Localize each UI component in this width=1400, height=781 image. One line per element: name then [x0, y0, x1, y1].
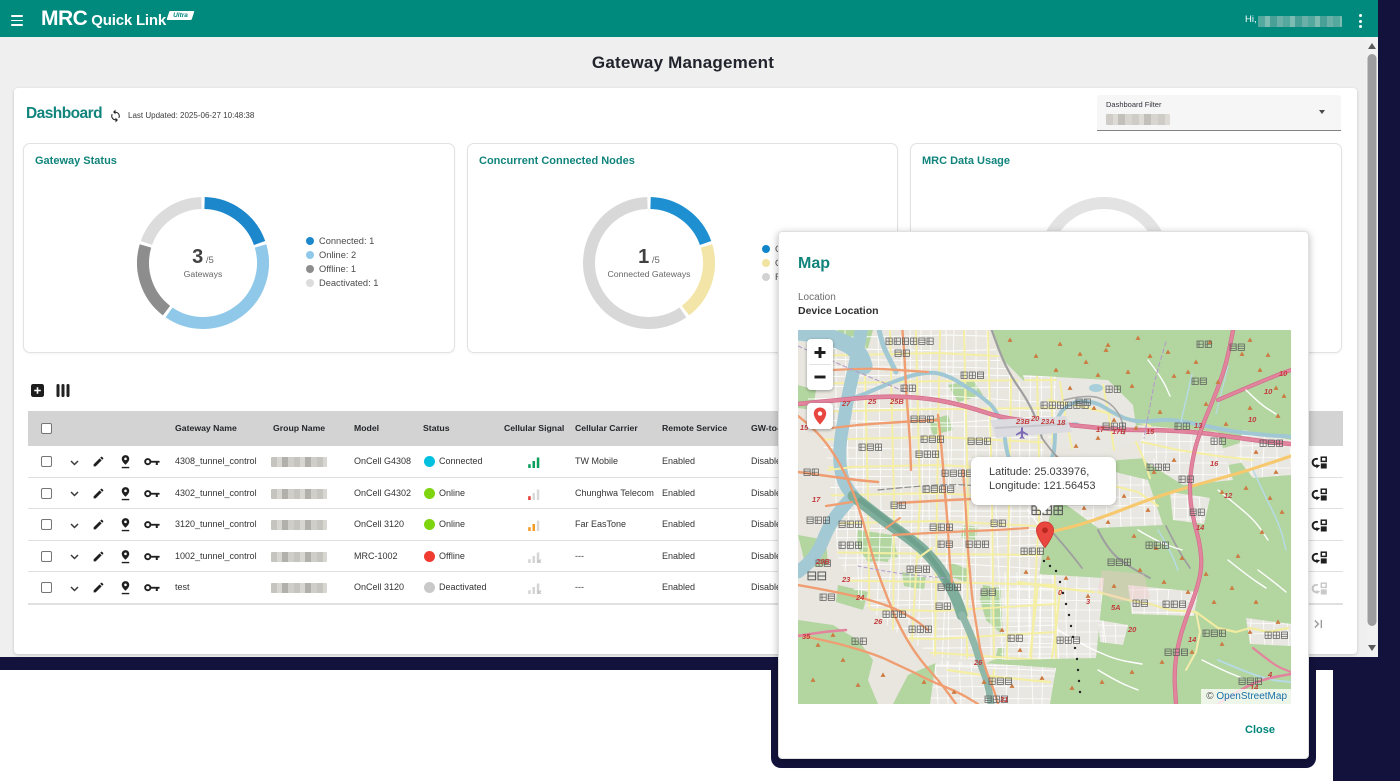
- svg-text:16: 16: [1210, 459, 1219, 468]
- svg-text:26: 26: [973, 658, 983, 667]
- svg-text:12: 12: [1224, 491, 1233, 500]
- svg-text:5A: 5A: [1111, 603, 1121, 612]
- svg-text:3: 3: [1086, 597, 1091, 606]
- svg-text:0: 0: [1058, 588, 1063, 597]
- svg-text:23B: 23B: [1015, 417, 1030, 426]
- svg-text:23A: 23A: [1040, 417, 1055, 426]
- svg-text:10: 10: [1264, 387, 1273, 396]
- svg-text:25B: 25B: [889, 397, 904, 406]
- svg-text:17: 17: [1096, 425, 1105, 434]
- svg-text:35: 35: [802, 632, 811, 641]
- svg-text:24: 24: [855, 593, 865, 602]
- svg-text:20: 20: [1127, 625, 1137, 634]
- svg-text:23: 23: [841, 575, 851, 584]
- svg-text:25: 25: [867, 397, 877, 406]
- svg-text:14: 14: [1250, 683, 1259, 692]
- svg-text:17: 17: [812, 495, 821, 504]
- svg-text:10: 10: [1248, 415, 1257, 424]
- svg-text:26: 26: [873, 617, 883, 626]
- svg-text:14: 14: [1196, 523, 1205, 532]
- svg-text:31: 31: [1000, 695, 1008, 704]
- svg-text:18: 18: [1057, 418, 1066, 427]
- svg-text:14: 14: [1188, 635, 1197, 644]
- svg-text:15: 15: [1146, 427, 1155, 436]
- svg-text:13: 13: [1194, 421, 1203, 430]
- svg-text:10: 10: [1279, 369, 1288, 378]
- svg-text:20B: 20B: [815, 557, 830, 566]
- svg-text:20: 20: [1030, 414, 1040, 423]
- svg-text:17B: 17B: [1112, 427, 1126, 436]
- svg-text:15: 15: [800, 423, 809, 432]
- svg-text:4: 4: [1267, 670, 1273, 679]
- svg-text:27: 27: [841, 399, 851, 408]
